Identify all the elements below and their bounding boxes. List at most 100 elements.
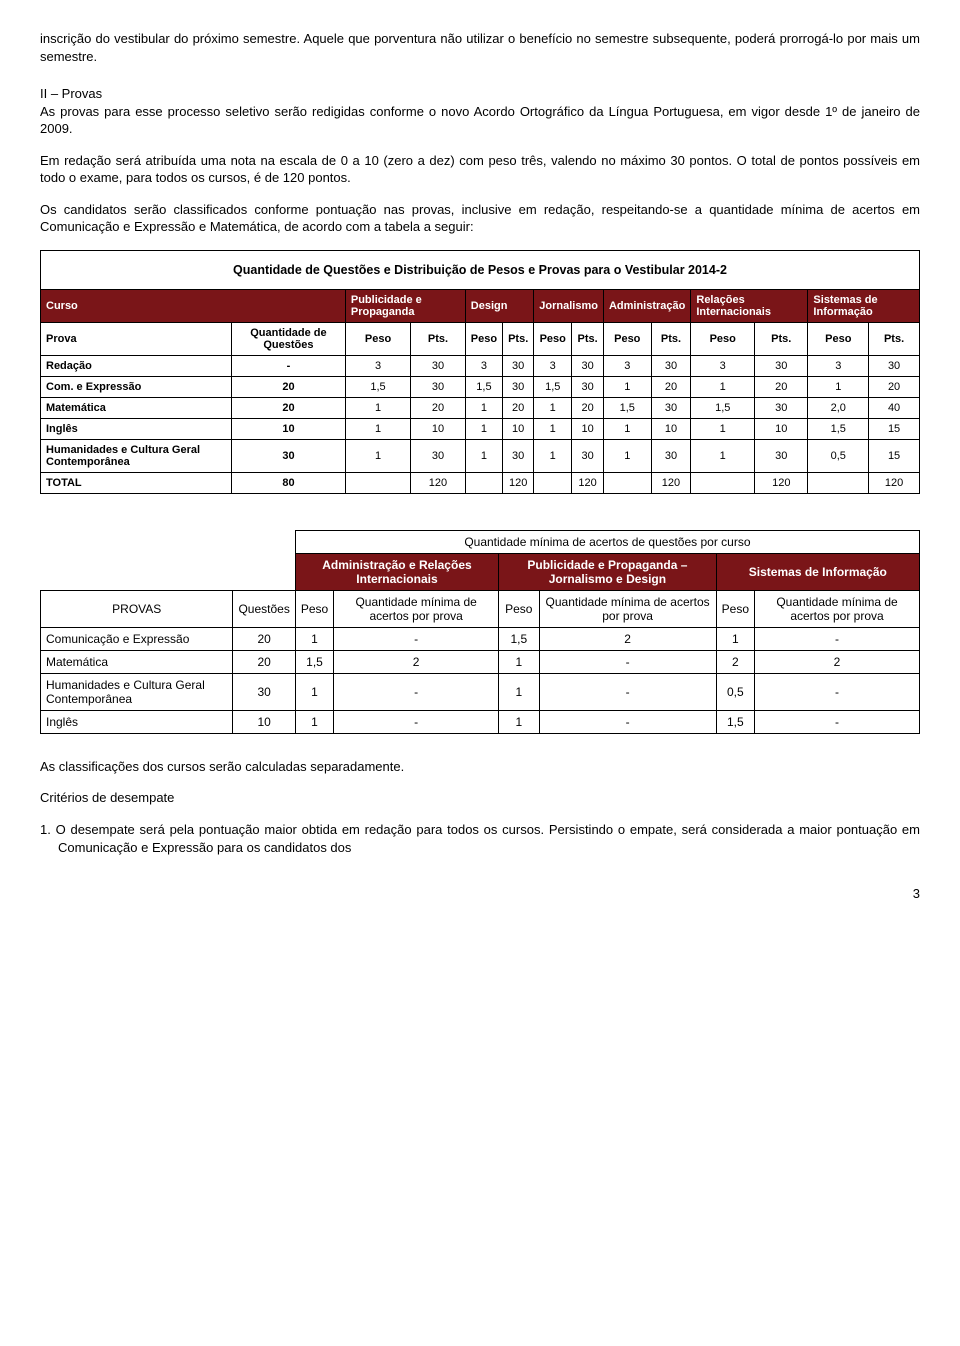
cell	[603, 472, 651, 493]
row-label: Com. e Expressão	[41, 376, 232, 397]
cell: 1	[345, 439, 410, 472]
table2-group1: Administração e Relações Internacionais	[295, 553, 498, 590]
cell: 1	[345, 397, 410, 418]
table2-hdr-questoes: Questões	[233, 590, 295, 627]
cell: 3	[603, 355, 651, 376]
table-row: Matemática201201201201,5301,5302,040	[41, 397, 920, 418]
cell: 15	[869, 418, 920, 439]
table1-hdr-c5: Relações Internacionais	[691, 289, 808, 322]
table2-group2: Publicidade e Propaganda – Jornalismo e …	[499, 553, 717, 590]
cell: 1	[465, 418, 502, 439]
table1-hdr-c1: Publicidade e Propaganda	[345, 289, 465, 322]
cell: -	[539, 650, 716, 673]
cell: 2,0	[808, 397, 869, 418]
cell: 1	[534, 397, 572, 418]
table2-hdr-qmin: Quantidade mínima de acertos por prova	[334, 590, 499, 627]
cell: 120	[869, 472, 920, 493]
cell: 2	[539, 627, 716, 650]
cell: 1,5	[295, 650, 333, 673]
cell: 10	[651, 418, 691, 439]
cell: 2	[755, 650, 920, 673]
row-label: Matemática	[41, 650, 233, 673]
table1-hdr-c6: Sistemas de Informação	[808, 289, 920, 322]
cell	[808, 472, 869, 493]
cell: 10	[503, 418, 534, 439]
cell: 40	[869, 397, 920, 418]
table-distribuicao-pesos: Quantidade de Questões e Distribuição de…	[40, 250, 920, 494]
row-qtd: 20	[232, 376, 346, 397]
cell: 30	[503, 355, 534, 376]
table1-hdr-c2: Design	[465, 289, 533, 322]
cell: 20	[869, 376, 920, 397]
row-questoes: 10	[233, 710, 295, 733]
cell: 1	[499, 710, 539, 733]
table-row: Comunicação e Expressão201-1,521-	[41, 627, 920, 650]
cell: 1	[808, 376, 869, 397]
cell: 3	[534, 355, 572, 376]
table1-hdr-qtd: Quantidade de Questões	[232, 322, 346, 355]
row-label: Redação	[41, 355, 232, 376]
cell: 20	[572, 397, 604, 418]
table2-hdr-qmin: Quantidade mínima de acertos por prova	[755, 590, 920, 627]
cell: 1	[345, 418, 410, 439]
intro-paragraph-4: Os candidatos serão classificados confor…	[40, 201, 920, 236]
cell: 3	[465, 355, 502, 376]
row-qtd: 20	[232, 397, 346, 418]
cell: 1	[603, 418, 651, 439]
table2-hdr-qmin: Quantidade mínima de acertos por prova	[539, 590, 716, 627]
cell: 1,5	[691, 397, 755, 418]
table1-hdr-pts: Pts.	[411, 322, 466, 355]
cell: -	[334, 627, 499, 650]
table1-hdr-pts: Pts.	[651, 322, 691, 355]
table1-hdr-pts: Pts.	[755, 322, 808, 355]
row-qtd: -	[232, 355, 346, 376]
row-label: Humanidades e Cultura Geral Contemporâne…	[41, 439, 232, 472]
cell: 20	[651, 376, 691, 397]
cell: 30	[755, 355, 808, 376]
table1-hdr-peso: Peso	[534, 322, 572, 355]
cell: 120	[755, 472, 808, 493]
cell: 30	[503, 376, 534, 397]
cell: 1	[465, 397, 502, 418]
cell: -	[755, 627, 920, 650]
cell: 10	[755, 418, 808, 439]
row-qtd: 10	[232, 418, 346, 439]
cell: 1	[691, 439, 755, 472]
cell: 1	[295, 710, 333, 733]
cell: 1	[691, 376, 755, 397]
cell: 30	[503, 439, 534, 472]
cell: 30	[572, 439, 604, 472]
cell: -	[755, 710, 920, 733]
row-questoes: 30	[233, 673, 295, 710]
table1-hdr-peso: Peso	[691, 322, 755, 355]
cell: 1	[295, 673, 333, 710]
table2-hdr-provas: PROVAS	[41, 590, 233, 627]
footer-p1: As classificações dos cursos serão calcu…	[40, 758, 920, 776]
cell: 1	[716, 627, 754, 650]
table1-hdr-prova: Prova	[41, 322, 232, 355]
table-row: Matemática201,521-22	[41, 650, 920, 673]
table1-hdr-curso: Curso	[41, 289, 346, 322]
cell: 20	[503, 397, 534, 418]
cell	[534, 472, 572, 493]
table2-hdr-peso: Peso	[499, 590, 539, 627]
cell	[465, 472, 502, 493]
row-label: Comunicação e Expressão	[41, 627, 233, 650]
cell	[345, 472, 410, 493]
table-row: Humanidades e Cultura Geral Contemporâne…	[41, 673, 920, 710]
cell: 3	[691, 355, 755, 376]
cell: 30	[755, 397, 808, 418]
intro-paragraph-1: inscrição do vestibular do próximo semes…	[40, 30, 920, 65]
table2-group3: Sistemas de Informação	[716, 553, 919, 590]
section-ii-body: As provas para esse processo seletivo se…	[40, 104, 920, 137]
footer-li1: 1. O desempate será pela pontuação maior…	[40, 821, 920, 856]
table1-hdr-pts: Pts.	[869, 322, 920, 355]
cell: 15	[869, 439, 920, 472]
table1-hdr-c3: Jornalismo	[534, 289, 604, 322]
table1-hdr-pts: Pts.	[503, 322, 534, 355]
cell: 1	[465, 439, 502, 472]
row-label: Humanidades e Cultura Geral Contemporâne…	[41, 673, 233, 710]
cell: 30	[651, 355, 691, 376]
intro-paragraph-3: Em redação será atribuída uma nota na es…	[40, 152, 920, 187]
row-questoes: 20	[233, 650, 295, 673]
